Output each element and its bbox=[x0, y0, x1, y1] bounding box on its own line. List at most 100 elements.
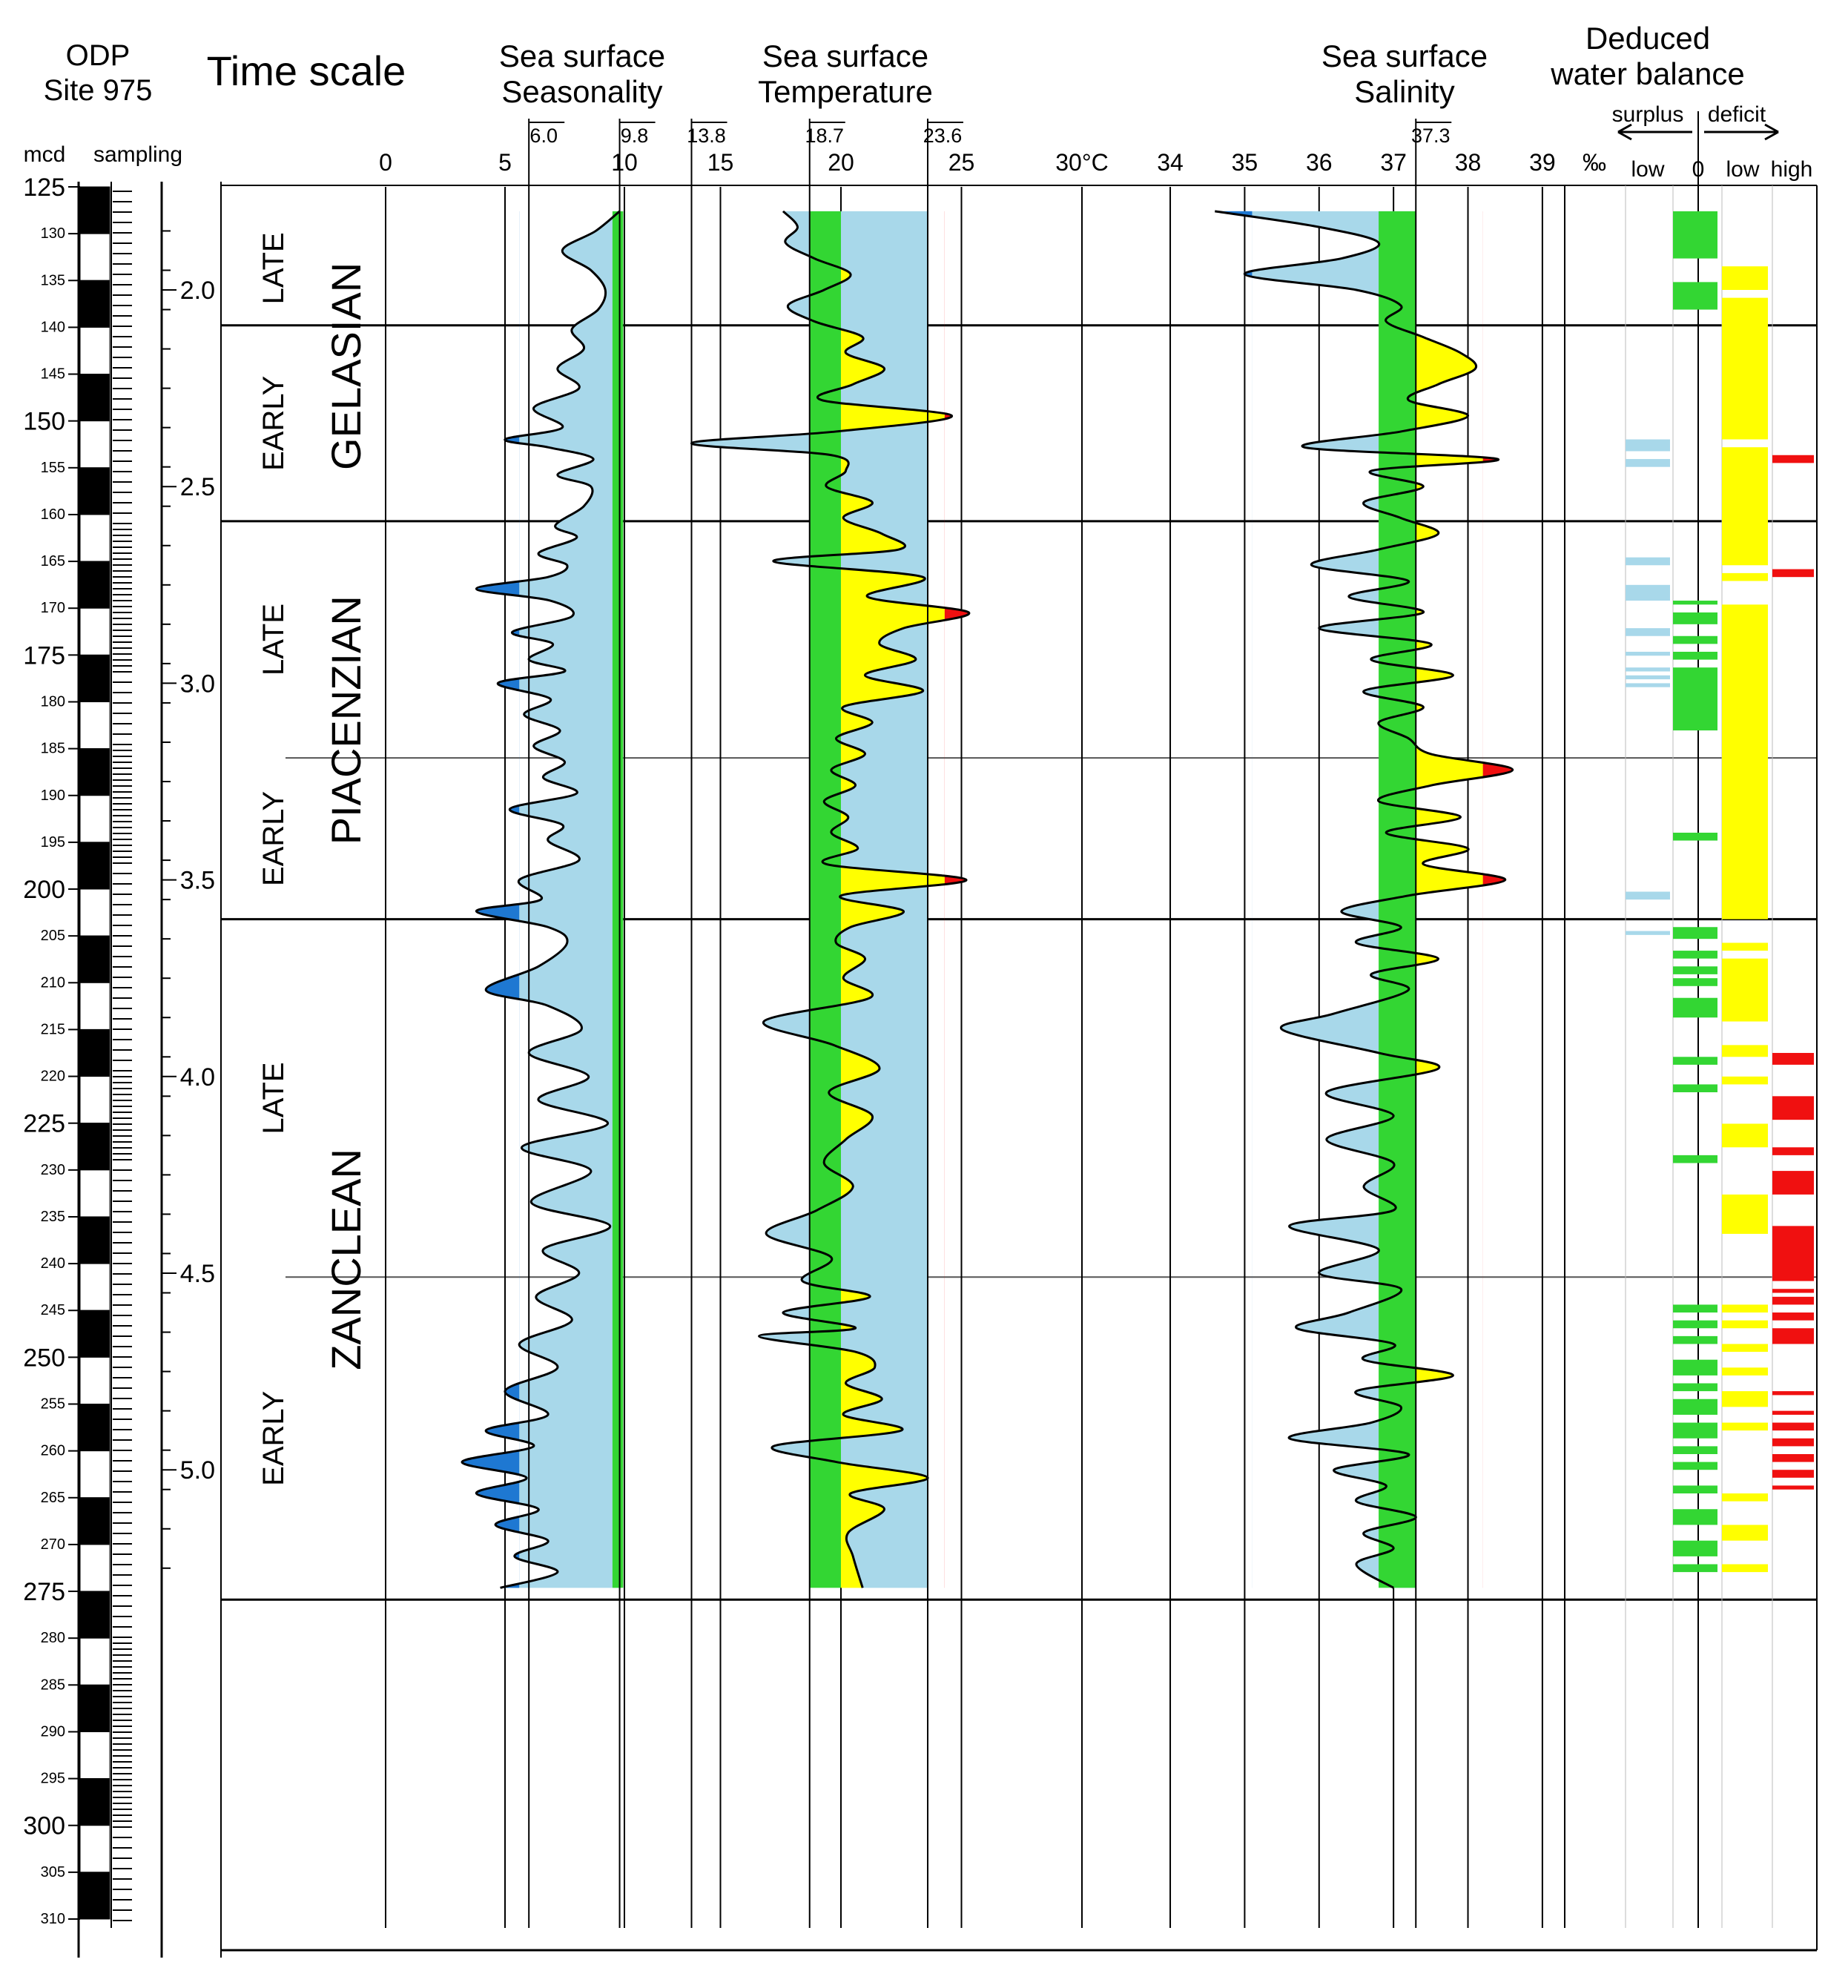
depth-tick-label: 245 bbox=[41, 1302, 65, 1318]
label-balance-high: high bbox=[1771, 157, 1813, 182]
core-section bbox=[79, 1497, 110, 1545]
profile-fill bbox=[462, 211, 620, 1588]
balance-bar-zero bbox=[1673, 927, 1717, 939]
axis-tick-label: 20 bbox=[828, 149, 854, 176]
depth-tick-label: 255 bbox=[41, 1396, 65, 1413]
profile-line bbox=[461, 210, 621, 1589]
core-section bbox=[79, 1310, 110, 1358]
balance-bar-deficit-low bbox=[1722, 1564, 1768, 1573]
core-section bbox=[79, 1216, 110, 1264]
core-section bbox=[79, 701, 110, 750]
balance-bar-zero bbox=[1673, 1485, 1717, 1494]
reference-label: 6.0 bbox=[529, 125, 558, 147]
label-deficit: deficit bbox=[1708, 102, 1766, 127]
balance-bar-deficit-low bbox=[1722, 1391, 1768, 1407]
reference-label: 23.6 bbox=[923, 125, 963, 147]
salinity-unit-label: ‰ bbox=[1583, 149, 1606, 176]
balance-bar-surplus-low bbox=[1626, 891, 1670, 900]
header-site-line2: Site 975 bbox=[44, 74, 153, 107]
substage-label: EARLY bbox=[257, 1391, 290, 1486]
balance-bar-zero bbox=[1673, 651, 1717, 660]
header-seasonality-line1: Sea surface bbox=[499, 39, 665, 73]
depth-tick-label: 225 bbox=[23, 1110, 65, 1138]
core-section bbox=[79, 1778, 110, 1826]
balance-bar-deficit-high bbox=[1772, 1438, 1814, 1447]
balance-bar-surplus-low bbox=[1626, 931, 1670, 935]
temperature-panel: 15 20 25 30°C 13.8 18.7 23.6 bbox=[687, 119, 1109, 1928]
balance-bar-deficit-low bbox=[1722, 1045, 1768, 1057]
core-section bbox=[79, 935, 110, 983]
balance-bar-deficit-high bbox=[1772, 1422, 1814, 1431]
core-section bbox=[79, 1731, 110, 1780]
balance-bar-zero bbox=[1673, 667, 1717, 731]
depth-tick-label: 160 bbox=[41, 506, 65, 523]
balance-bar-deficit-high bbox=[1772, 1410, 1814, 1415]
profile-line bbox=[1215, 210, 1514, 1589]
depth-tick-label: 290 bbox=[41, 1723, 65, 1740]
depth-tick-label: 230 bbox=[41, 1162, 65, 1178]
balance-bar-deficit-high bbox=[1772, 1453, 1814, 1462]
balance-bar-deficit-low bbox=[1722, 1493, 1768, 1502]
core-section bbox=[79, 607, 110, 655]
balance-bar-deficit-low bbox=[1722, 1076, 1768, 1085]
balance-bar-deficit-high bbox=[1772, 1052, 1814, 1065]
balance-bar-zero bbox=[1673, 1057, 1717, 1065]
depth-tick-label: 205 bbox=[41, 928, 65, 944]
age-tick-label: 2.5 bbox=[180, 473, 215, 501]
axis-tick-label: 10 bbox=[611, 149, 638, 176]
stage-label: PIACENZIAN bbox=[323, 595, 369, 845]
core-section bbox=[79, 1123, 110, 1171]
balance-bar-deficit-high bbox=[1772, 1171, 1814, 1195]
balance-bar-deficit-high bbox=[1772, 569, 1814, 578]
water-balance-panel bbox=[1564, 111, 1818, 1950]
core-section bbox=[79, 186, 110, 234]
depth-tick-label: 215 bbox=[41, 1021, 65, 1037]
header-temperature-line1: Sea surface bbox=[762, 39, 928, 73]
axis-tick-label: 35 bbox=[1232, 149, 1258, 176]
header-timescale: Time scale bbox=[207, 47, 406, 94]
label-sampling: sampling bbox=[93, 142, 182, 167]
age-tick-label: 4.5 bbox=[180, 1260, 215, 1288]
seasonality-panel: 0 5 10 6.0 9.8 bbox=[379, 119, 656, 1928]
core-section bbox=[79, 514, 110, 562]
balance-bar-deficit-low bbox=[1722, 1344, 1768, 1353]
balance-bar-zero bbox=[1673, 951, 1717, 959]
core-section bbox=[79, 326, 110, 375]
depth-tick-label: 175 bbox=[23, 641, 65, 670]
balance-bar-deficit-high bbox=[1772, 1470, 1814, 1478]
stage-labels: GELASIAN PIACENZIAN ZANCLEAN LATE EARLY LATE E… bbox=[257, 232, 369, 1486]
balance-bar-zero bbox=[1673, 1398, 1717, 1415]
header-salinity-line1: Sea surface bbox=[1321, 39, 1488, 73]
axis-tick-label: 5 bbox=[498, 149, 512, 176]
depth-tick-label: 125 bbox=[23, 174, 65, 202]
balance-bar-deficit-low bbox=[1722, 572, 1768, 581]
balance-bar-deficit-high bbox=[1772, 1147, 1814, 1155]
core-section bbox=[79, 888, 110, 937]
core-section bbox=[79, 420, 110, 469]
balance-bar-surplus-low bbox=[1626, 683, 1670, 687]
depth-tick-label: 220 bbox=[41, 1069, 65, 1085]
axis-tick-label: 36 bbox=[1306, 149, 1333, 176]
core-section bbox=[79, 748, 110, 796]
depth-tick-label: 210 bbox=[41, 974, 65, 991]
balance-bar-zero bbox=[1673, 1462, 1717, 1470]
profile-line bbox=[690, 210, 970, 1588]
balance-bar-zero bbox=[1673, 1446, 1717, 1454]
core-section bbox=[79, 1404, 110, 1452]
balance-bar-deficit-low bbox=[1722, 1525, 1768, 1541]
warm-anomaly-fill bbox=[1416, 211, 1513, 1588]
core-section bbox=[79, 1263, 110, 1311]
reference-label: 9.8 bbox=[621, 125, 649, 147]
balance-bar-deficit-high bbox=[1772, 1096, 1814, 1120]
core-section bbox=[79, 1076, 110, 1124]
age-tick-label: 2.0 bbox=[180, 277, 215, 305]
balance-bar-deficit-high bbox=[1772, 1328, 1814, 1344]
balance-bar-deficit-high bbox=[1772, 1296, 1814, 1305]
core-section bbox=[79, 1825, 110, 1873]
balance-bar-deficit-low bbox=[1722, 1304, 1768, 1313]
balance-bar-zero bbox=[1673, 1304, 1717, 1313]
header-site-line1: ODP bbox=[66, 39, 131, 72]
header-seasonality-line2: Seasonality bbox=[501, 74, 662, 109]
core-section bbox=[79, 982, 110, 1030]
balance-bar-deficit-low bbox=[1722, 447, 1768, 566]
